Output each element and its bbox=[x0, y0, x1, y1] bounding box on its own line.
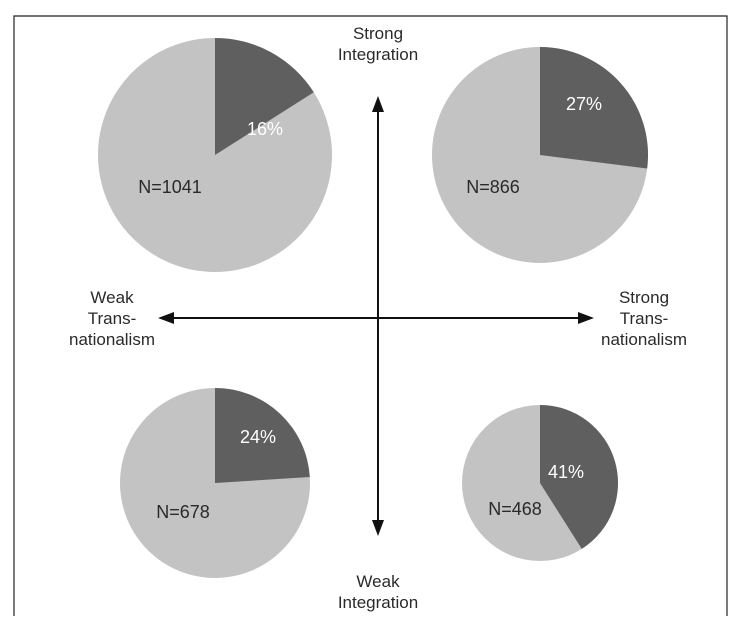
bottom-axis-label-line-2: Integration bbox=[337, 593, 419, 612]
pie-4-n-label: N=468 bbox=[488, 499, 542, 519]
right-axis-label-line-1: Strong bbox=[618, 288, 670, 307]
pie-1-n-label: N=1041 bbox=[138, 177, 202, 197]
top-axis-label-line-2: Integration bbox=[337, 45, 419, 64]
pie-3-share-label: 24% bbox=[240, 427, 276, 447]
right-axis-label: Strong Trans- nationalism bbox=[584, 287, 704, 350]
top-axis-label-line-1: Strong bbox=[352, 24, 404, 43]
left-axis-label-line-2: Trans- bbox=[87, 309, 137, 328]
horizontal-axis-right-arrow bbox=[578, 312, 594, 324]
pie-2-share-label: 27% bbox=[566, 94, 602, 114]
top-axis-label: Strong Integration bbox=[318, 23, 438, 65]
pie-1-share-label: 16% bbox=[247, 119, 283, 139]
pie-3-share-slice bbox=[215, 388, 310, 483]
pie-4-share-label: 41% bbox=[548, 462, 584, 482]
pie-1-share-slice bbox=[215, 38, 314, 155]
left-axis-label-line-1: Weak bbox=[90, 288, 134, 307]
vertical-axis-top-arrow bbox=[372, 96, 384, 112]
pie-4-share-slice bbox=[540, 405, 618, 549]
right-axis-label-line-2: Trans- bbox=[619, 309, 669, 328]
bottom-axis-label: Weak Integration bbox=[318, 571, 438, 613]
vertical-axis-bottom-arrow bbox=[372, 520, 384, 536]
bottom-axis-label-line-1: Weak bbox=[356, 572, 400, 591]
left-axis-label-line-3: nationalism bbox=[69, 330, 155, 349]
right-axis-label-line-3: nationalism bbox=[601, 330, 687, 349]
horizontal-axis-left-arrow bbox=[158, 312, 174, 324]
figure-border bbox=[13, 15, 728, 616]
pie-3-n-label: N=678 bbox=[156, 502, 210, 522]
pie-2-n-label: N=866 bbox=[466, 177, 520, 197]
left-axis-label: Weak Trans- nationalism bbox=[52, 287, 172, 350]
pie-2-share-slice bbox=[540, 47, 649, 169]
